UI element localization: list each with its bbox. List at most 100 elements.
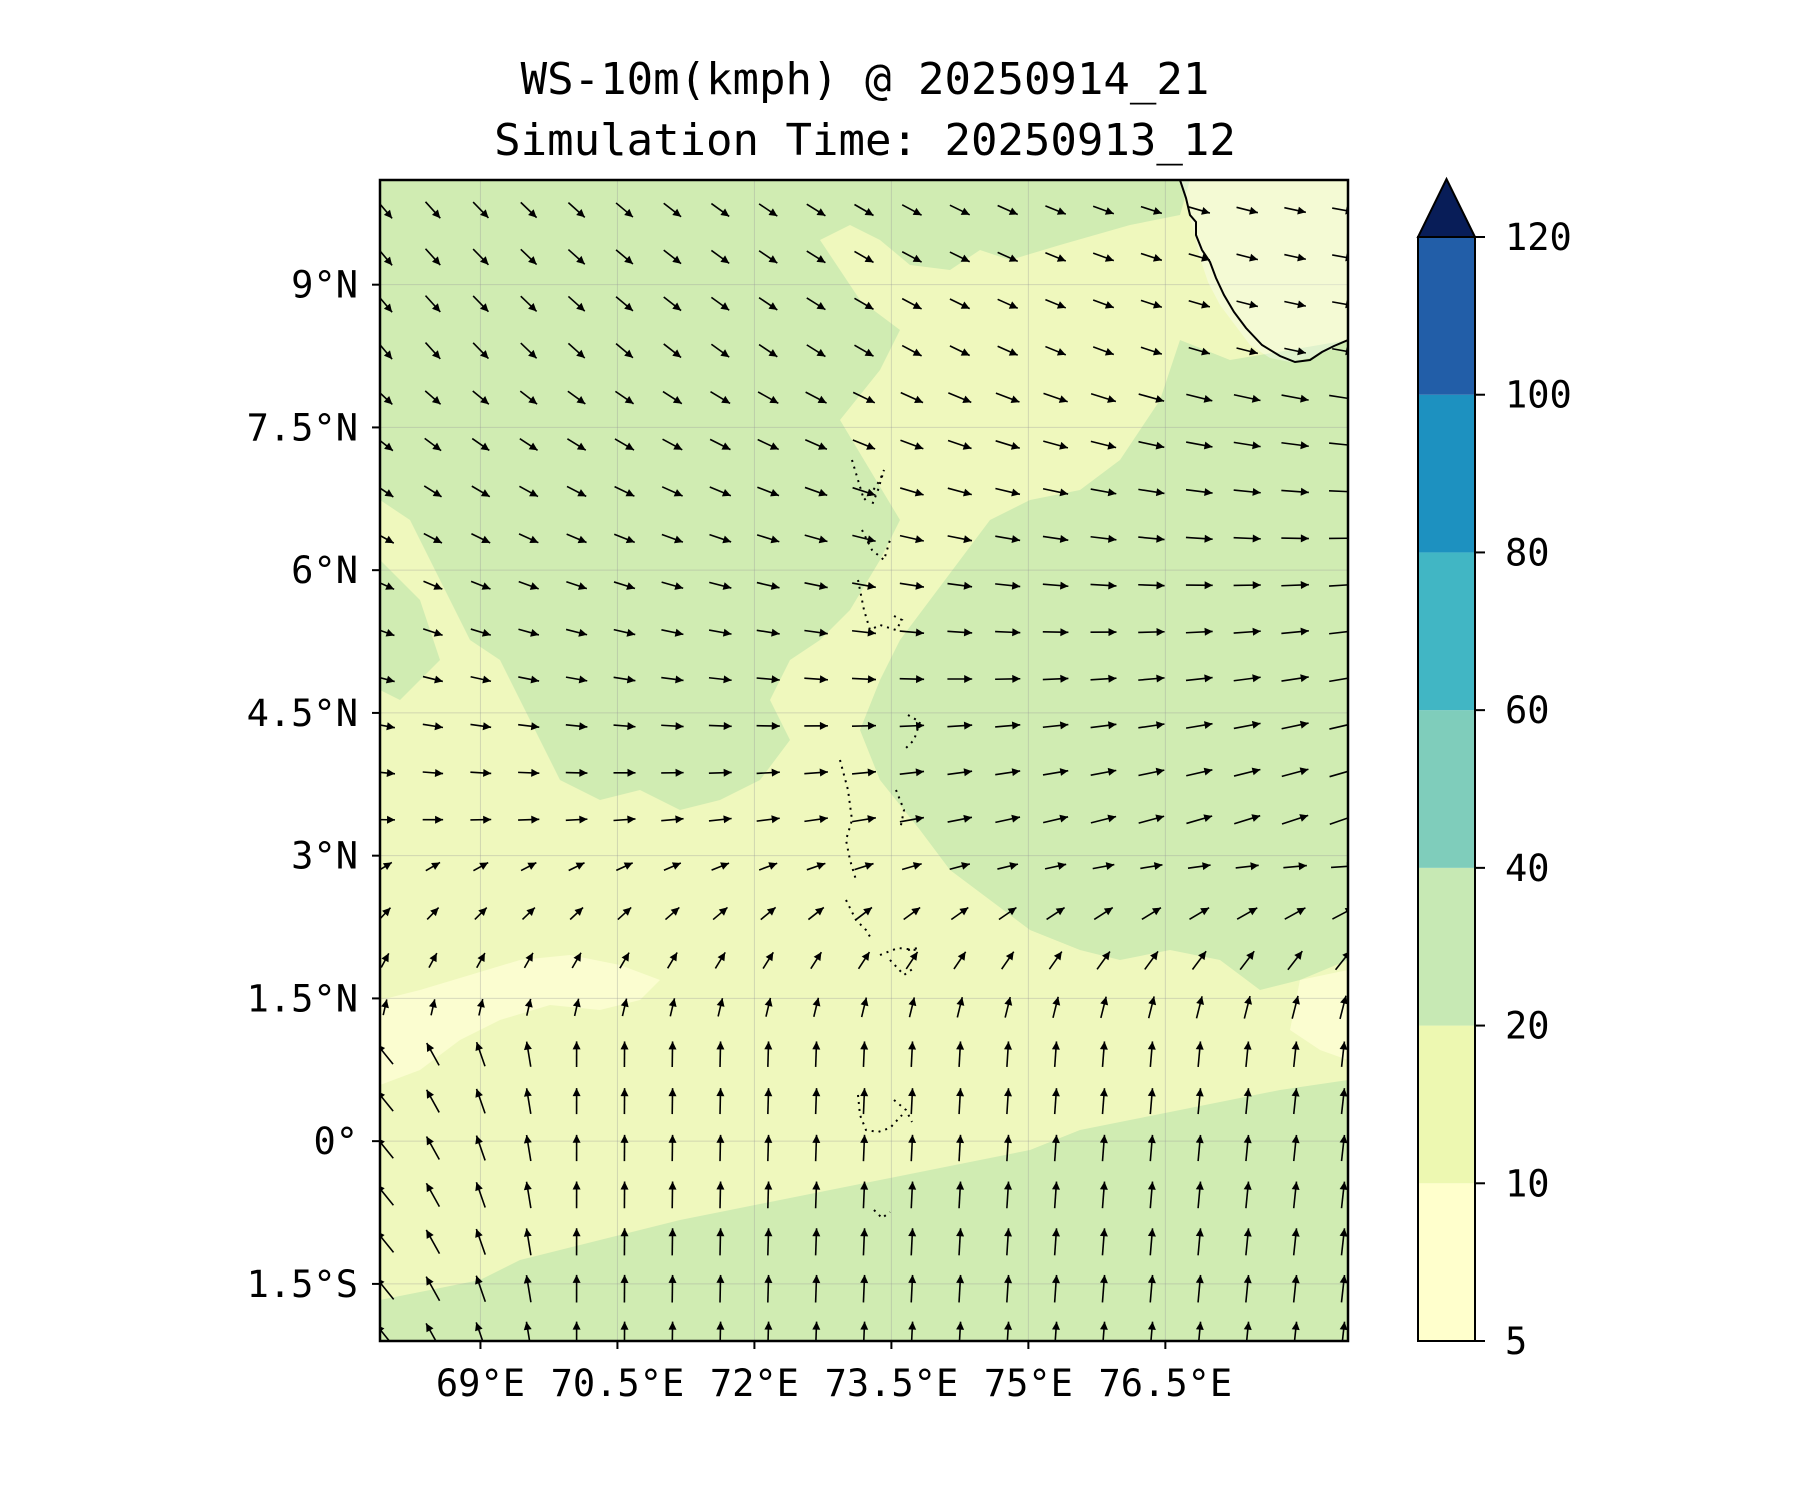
- wind-arrow: [1339, 1321, 1348, 1341]
- wind-arrow: [424, 295, 441, 313]
- wind-arrow: [1138, 674, 1165, 683]
- wind-arrow: [947, 439, 972, 450]
- wind-arrow: [470, 722, 492, 731]
- wind-arrow: [708, 675, 732, 684]
- wind-arrow: [1195, 1274, 1204, 1303]
- wind-arrow: [518, 815, 540, 824]
- speed-band-20-40-west-patch: [380, 560, 440, 700]
- wind-arrow: [518, 768, 540, 777]
- wind-arrow: [851, 628, 877, 637]
- wind-arrow: [1339, 1181, 1348, 1209]
- wind-arrow: [661, 486, 683, 497]
- wind-arrow: [1099, 1041, 1108, 1067]
- wind-arrow: [1283, 862, 1307, 871]
- wind-arrow: [1281, 394, 1309, 403]
- wind-arrow: [899, 721, 925, 730]
- wind-arrow: [662, 390, 683, 405]
- wind-arrow: [471, 533, 491, 544]
- colorbar-swatch: [1418, 710, 1475, 868]
- wind-arrow: [852, 815, 876, 823]
- wind-arrow: [1291, 1228, 1300, 1256]
- wind-arrow: [947, 675, 973, 683]
- wind-arrow: [1004, 1228, 1012, 1256]
- wind-arrow: [1042, 768, 1069, 776]
- wind-arrow: [661, 722, 684, 731]
- wind-arrow: [567, 390, 586, 405]
- wind-arrow: [709, 533, 732, 544]
- wind-arrow: [1243, 1134, 1252, 1162]
- wind-arrow: [710, 391, 731, 405]
- wind-arrow: [523, 1228, 532, 1256]
- wind-arrow: [901, 862, 922, 871]
- india-coastline: [1179, 180, 1348, 364]
- wind-arrow: [1138, 721, 1165, 730]
- wind-arrow: [1052, 1088, 1060, 1115]
- wind-arrow: [899, 675, 925, 684]
- wind-arrow: [661, 533, 684, 544]
- wind-arrow: [710, 202, 730, 218]
- wind-arrow: [474, 906, 488, 921]
- wind-arrow: [757, 391, 779, 404]
- wind-arrow: [812, 1274, 821, 1303]
- wind-arrow: [1045, 345, 1067, 356]
- wind-arrow: [520, 295, 538, 312]
- speed-band-20-40-central-east: [860, 340, 1348, 990]
- wind-arrow: [1052, 1181, 1060, 1209]
- wind-arrow: [708, 815, 732, 824]
- wind-arrow: [1138, 488, 1165, 497]
- wind-arrow: [854, 250, 874, 264]
- wind-arrow: [758, 296, 778, 311]
- colorbar-swatch: [1418, 394, 1475, 553]
- wind-arrow: [521, 906, 536, 921]
- wind-arrow: [997, 204, 1019, 216]
- wind-arrow: [997, 862, 1019, 870]
- wind-arrow: [995, 487, 1021, 497]
- wind-arrow: [475, 1228, 487, 1255]
- wind-arrow: [908, 1274, 917, 1303]
- wind-arrow: [947, 768, 973, 777]
- wind-arrow: [475, 1182, 486, 1208]
- wind-arrow: [804, 721, 828, 730]
- wind-arrow: [425, 1136, 440, 1160]
- wind-arrow: [995, 674, 1021, 683]
- wind-arrow: [524, 1088, 532, 1115]
- wind-arrow: [1099, 1228, 1108, 1256]
- wind-arrow: [566, 485, 587, 498]
- colorbar-tick-label: 120: [1505, 216, 1572, 259]
- wind-arrow: [1233, 441, 1261, 450]
- wind-arrow: [661, 768, 684, 777]
- wind-arrow: [1243, 1274, 1252, 1303]
- wind-arrow: [422, 675, 444, 684]
- wind-arrow: [812, 1321, 821, 1341]
- wind-arrow: [572, 1134, 581, 1162]
- wind-arrow: [567, 248, 586, 265]
- wind-arrow: [908, 1041, 917, 1067]
- wind-arrow: [1291, 1181, 1300, 1209]
- wind-arrow: [899, 815, 925, 823]
- wind-arrow: [380, 675, 395, 684]
- wind-arrow: [1195, 1134, 1204, 1162]
- wind-arrow: [1236, 253, 1259, 262]
- wind-arrow: [860, 1181, 869, 1209]
- wind-arrow: [663, 202, 682, 218]
- wind-arrow: [668, 1041, 677, 1067]
- wind-arrow: [425, 1276, 441, 1302]
- wind-arrow: [949, 862, 971, 871]
- wind-arrow: [472, 390, 490, 405]
- wind-arrow: [995, 581, 1021, 590]
- wind-arrow: [470, 580, 491, 590]
- wind-arrow: [756, 675, 780, 684]
- wind-arrow: [758, 862, 778, 871]
- wind-arrow: [956, 1274, 965, 1303]
- map-panel: 9°N 7.5°N 6°N 4.5°N 3°N 1.5°N 0° 1.5°S 69°E 70.5…: [247, 178, 1350, 1405]
- wind-arrow: [1233, 674, 1261, 683]
- wind-arrow: [428, 952, 438, 969]
- wind-arrow: [756, 628, 780, 637]
- wind-arrow: [1239, 950, 1255, 971]
- wind-arrow: [613, 768, 636, 777]
- wind-arrow: [424, 342, 441, 360]
- wind-arrow: [1004, 1321, 1013, 1341]
- wind-arrow: [475, 1041, 486, 1067]
- wind-arrow: [995, 392, 1020, 403]
- wind-arrow: [908, 997, 917, 1018]
